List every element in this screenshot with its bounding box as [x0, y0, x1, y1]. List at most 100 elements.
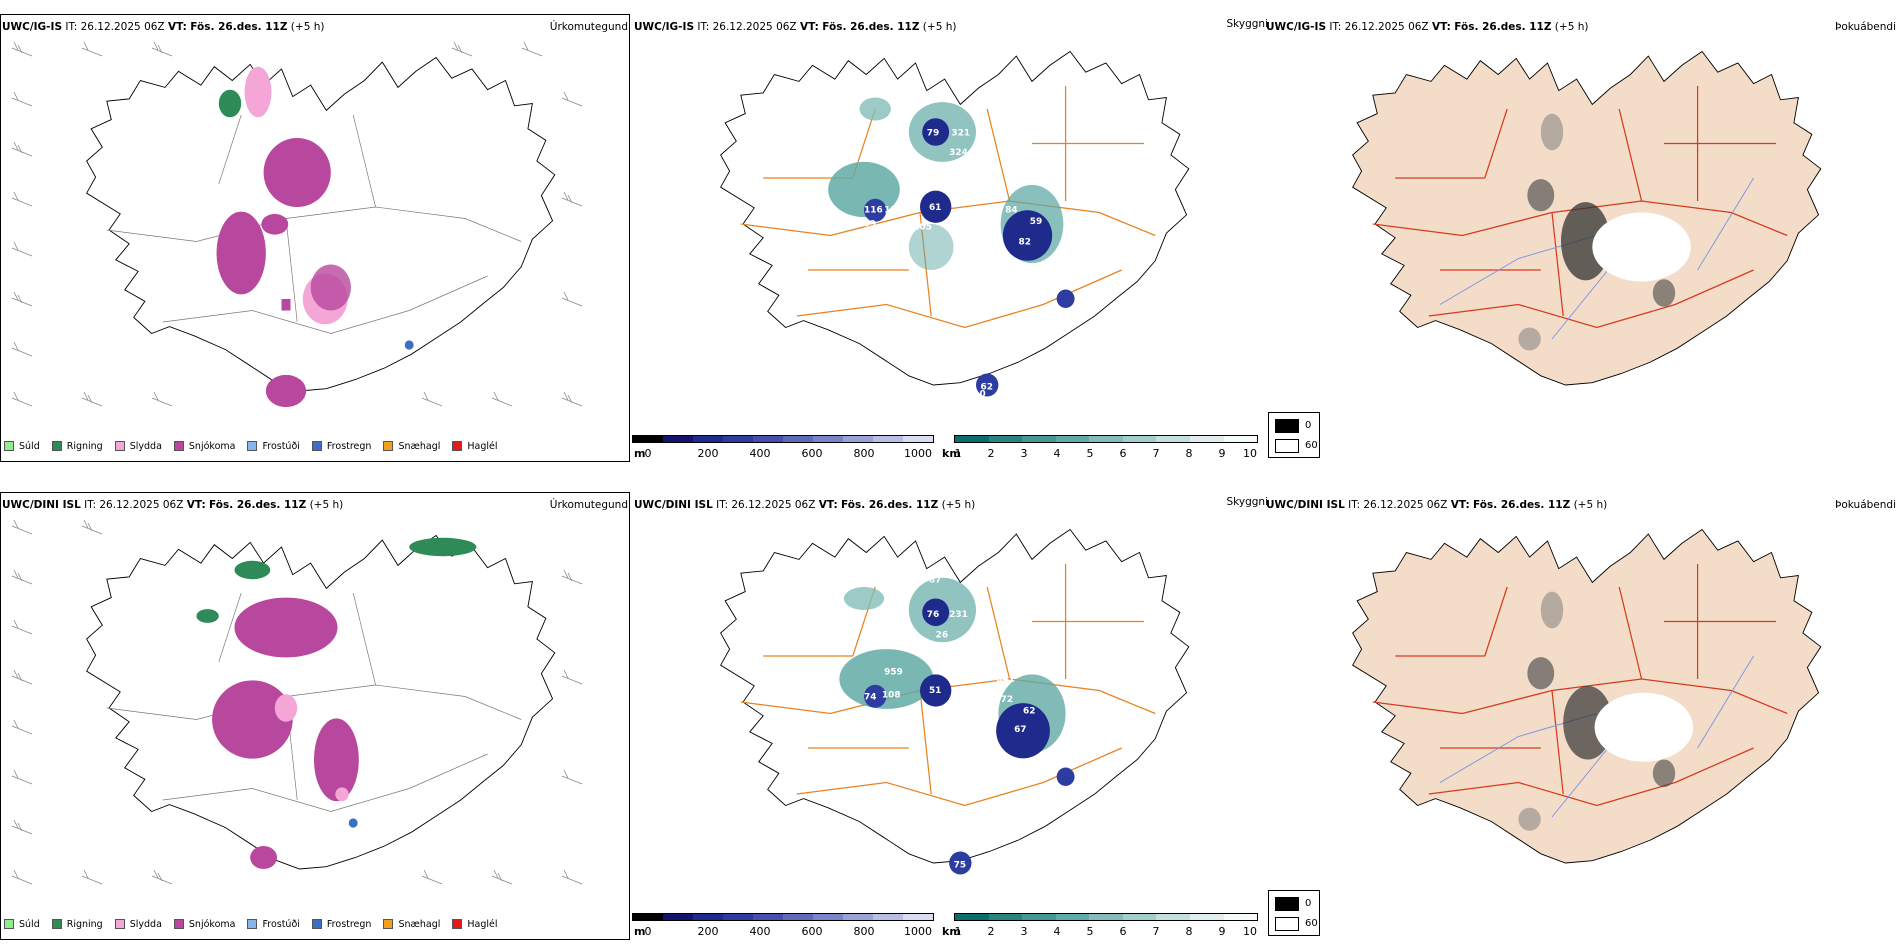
svg-text:267: 267: [972, 575, 991, 585]
fog-shading: [1518, 591, 1694, 831]
legend-swatch: [173, 441, 184, 451]
precip-areas: [216, 66, 414, 408]
svg-text:84: 84: [1005, 205, 1017, 215]
svg-text:841: 841: [996, 674, 1015, 684]
panel-title: UWC/DINI ISL IT: 26.12.2025 06Z VT: Fös.…: [2, 499, 344, 511]
visibility-colorbar: [954, 435, 1258, 443]
precip-panel-label: Úrkomutegund: [549, 499, 628, 511]
legend-item: Snjókoma: [173, 441, 235, 452]
roads: [106, 114, 522, 334]
panel-title: UWC/IG-IS IT: 26.12.2025 06Z VT: Fös. 26…: [634, 21, 957, 33]
legend-swatch: [51, 919, 62, 929]
fog-legend: 0 60: [1268, 890, 1320, 936]
legend-swatch: [51, 441, 62, 451]
wind-barbs: [11, 41, 583, 407]
legend-item: Rigning: [51, 441, 103, 452]
legend-item: Frostúði: [247, 919, 300, 930]
legend-swatch: [452, 441, 463, 451]
fog-index-panel: UWC/IG-IS IT: 26.12.2025 06Z VT: Fös. 26…: [1264, 0, 1900, 472]
svg-text:75: 75: [954, 861, 966, 871]
legend-swatch: [247, 919, 258, 929]
fog-panel-label: Þokuábendi: [1835, 499, 1896, 511]
visibility-value-labels: 79 321 324 116 118 61 84 59 309 105 82 6…: [857, 128, 1042, 399]
legend-swatch: [114, 441, 125, 451]
legend-swatch: [1275, 897, 1299, 911]
precip-legend: Súld Rigning Slydda Snjókoma Frostúði Fr…: [4, 438, 510, 454]
svg-text:324: 324: [949, 148, 968, 158]
fog-index-panel: UWC/DINI ISL IT: 26.12.2025 06Z VT: Fös.…: [1264, 478, 1900, 950]
svg-text:67: 67: [1014, 725, 1026, 735]
svg-text:62: 62: [980, 383, 992, 393]
panel-title: UWC/IG-IS IT: 26.12.2025 06Z VT: Fös. 26…: [1266, 21, 1589, 33]
precip-map-frame: [0, 492, 630, 940]
cloudbase-unit: m: [634, 925, 646, 938]
visibility-panel-label: Skyggni: [1226, 496, 1269, 508]
legend-item: Slydda: [114, 919, 162, 930]
legend-swatch: [1275, 917, 1299, 931]
cloudbase-ticks: 0 200 400 600 800 1000: [644, 447, 933, 460]
precip-type-panel: UWC/IG-IS IT: 26.12.2025 06Z VT: Fös. 26…: [0, 0, 632, 472]
legend-item: Súld: [4, 919, 40, 930]
legend-swatch: [311, 441, 322, 451]
visibility-panel: UWC/IG-IS IT: 26.12.2025 06Z VT: Fös. 26…: [632, 0, 1268, 472]
svg-text:28: 28: [898, 587, 910, 597]
svg-text:105: 105: [913, 223, 932, 233]
visibility-panel: UWC/DINI ISL IT: 26.12.2025 06Z VT: Fös.…: [632, 478, 1268, 950]
precip-legend: Súld Rigning Slydda Snjókoma Frostúði Fr…: [4, 916, 510, 932]
visibility-colorbar: [954, 913, 1258, 921]
legend-item: Haglél: [452, 441, 498, 452]
svg-text:309: 309: [857, 219, 876, 229]
legend-item: Slydda: [114, 441, 162, 452]
precip-map: [11, 41, 583, 408]
visibility-unit: km: [942, 925, 961, 938]
panel-title: UWC/DINI ISL IT: 26.12.2025 06Z VT: Fös.…: [1266, 499, 1608, 511]
forecast-row-dini-isl: UWC/DINI ISL IT: 26.12.2025 06Z VT: Fös.…: [0, 478, 1900, 950]
legend-swatch: [452, 919, 463, 929]
svg-text:231: 231: [949, 610, 968, 620]
svg-text:108: 108: [882, 690, 901, 700]
legend-swatch: [311, 919, 322, 929]
svg-text:26: 26: [936, 631, 948, 641]
visibility-fields: [828, 97, 1075, 397]
svg-text:62: 62: [1023, 706, 1035, 716]
legend-item: Frostregn: [311, 441, 371, 452]
legend-swatch: [4, 441, 14, 451]
legend-item: Frostregn: [311, 919, 371, 930]
visibility-panel-label: Skyggni: [1226, 18, 1269, 30]
fog-map: [1352, 50, 1822, 386]
legend-swatch: [247, 441, 258, 451]
precip-map: [11, 519, 583, 885]
cloudbase-colorbar: [632, 913, 934, 921]
svg-text:959: 959: [884, 667, 903, 677]
fog-shading: [1518, 113, 1691, 351]
visibility-map: 28 87 267 76 231 26 959 51 841 74 108 72…: [720, 528, 1190, 875]
svg-text:87: 87: [929, 575, 941, 585]
cloudbase-colorbar: [632, 435, 934, 443]
svg-text:51: 51: [929, 686, 941, 696]
svg-text:110: 110: [967, 389, 986, 399]
svg-text:59: 59: [1030, 217, 1042, 227]
precip-type-panel: UWC/DINI ISL IT: 26.12.2025 06Z VT: Fös.…: [0, 478, 632, 950]
visibility-ticks: 1 2 3 4 5 6 7 8 9 10: [954, 925, 1258, 938]
wind-barbs: [11, 519, 583, 885]
cloudbase-ticks: 0 200 400 600 800 1000: [644, 925, 933, 938]
forecast-row-ig-is: UWC/IG-IS IT: 26.12.2025 06Z VT: Fös. 26…: [0, 0, 1900, 472]
panel-title: UWC/DINI ISL IT: 26.12.2025 06Z VT: Fös.…: [634, 499, 976, 511]
svg-text:82: 82: [1019, 238, 1031, 248]
legend-swatch: [114, 919, 125, 929]
svg-text:76: 76: [927, 610, 939, 620]
svg-text:72: 72: [1001, 695, 1013, 705]
legend-item: Haglél: [452, 919, 498, 930]
fog-panel-label: Þokuábendi: [1835, 21, 1896, 33]
legend-swatch: [383, 919, 394, 929]
legend-swatch: [1275, 439, 1299, 453]
visibility-map: 79 321 324 116 118 61 84 59 309 105 82 6…: [720, 50, 1190, 400]
svg-text:116: 116: [864, 205, 883, 215]
fog-map: [1352, 528, 1822, 864]
legend-swatch: [4, 919, 14, 929]
fog-legend: 0 60: [1268, 412, 1320, 458]
legend-swatch: [383, 441, 394, 451]
svg-text:97: 97: [909, 706, 921, 716]
legend-item: Súld: [4, 441, 40, 452]
legend-item: Snjókoma: [173, 919, 235, 930]
